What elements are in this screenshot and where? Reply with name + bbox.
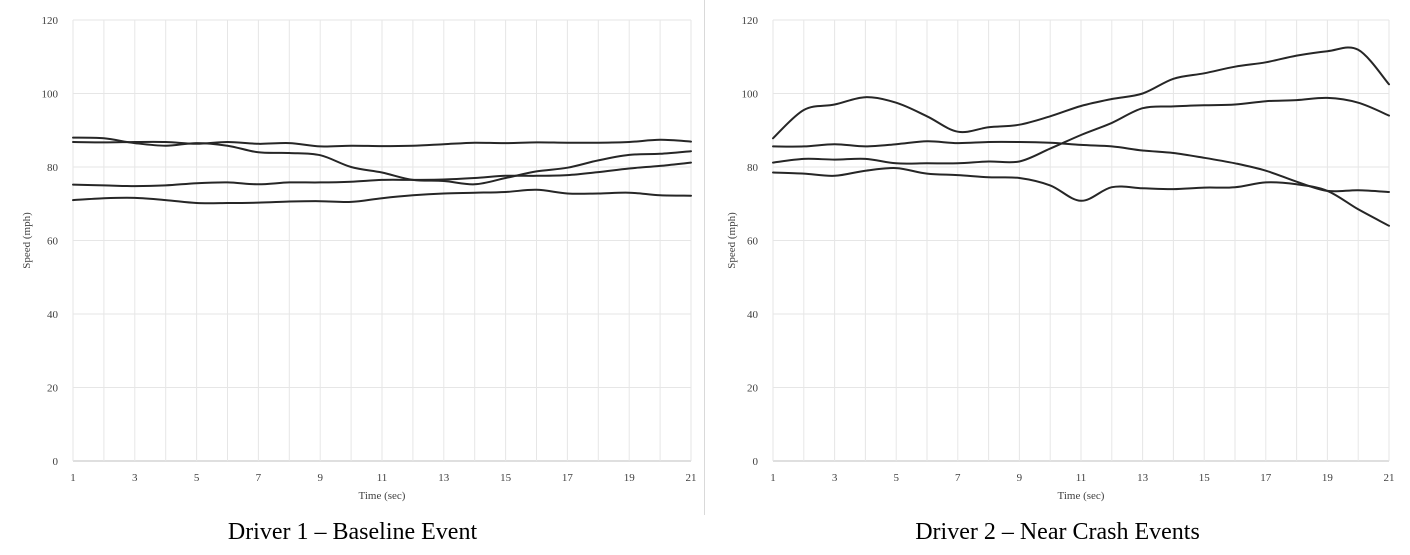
chart-caption: Driver 2 – Near Crash Events (915, 519, 1200, 545)
y-tick-label: 80 (47, 162, 59, 174)
y-axis-label: Speed (mph) (726, 212, 738, 269)
y-tick-label: 40 (747, 309, 759, 321)
x-tick-label: 17 (562, 472, 574, 484)
x-tick-label: 3 (132, 472, 138, 484)
chart-caption: Driver 1 – Baseline Event (227, 519, 478, 545)
series-line-4 (72, 188, 692, 205)
series-line-4 (772, 167, 1390, 227)
x-tick-label: 21 (1384, 472, 1395, 484)
y-tick-label: 100 (742, 89, 759, 101)
series-line-1 (772, 46, 1390, 140)
x-tick-label: 17 (1260, 472, 1272, 484)
y-tick-label: 20 (47, 383, 59, 395)
x-tick-label: 11 (1076, 472, 1087, 484)
series-line-3 (772, 96, 1390, 165)
x-axis-label: Time (sec) (359, 490, 406, 502)
x-tick-label: 21 (686, 472, 697, 484)
y-tick-label: 20 (747, 383, 759, 395)
x-tick-label: 5 (194, 472, 200, 484)
series-line-1 (72, 136, 692, 186)
panel-divider (704, 0, 705, 515)
x-tick-label: 9 (317, 472, 323, 484)
x-tick-label: 5 (893, 472, 899, 484)
x-tick-label: 1 (70, 472, 76, 484)
chart-panel-driver-2: 0 20 40 60 80 100 120 1 3 5 7 9 11 13 15 17 19 21 Time (se… (705, 0, 1410, 555)
x-tick-label: 15 (500, 472, 512, 484)
series-line-3 (72, 161, 692, 188)
y-tick-label: 120 (742, 15, 759, 27)
y-tick-label: 60 (47, 236, 59, 248)
y-tick-label: 40 (47, 309, 59, 321)
x-tick-label: 13 (1137, 472, 1149, 484)
x-tick-label: 19 (624, 472, 636, 484)
x-tick-label: 7 (256, 472, 262, 484)
y-tick-label: 100 (42, 89, 59, 101)
series-line-2 (72, 138, 692, 148)
y-tick-label: 0 (53, 456, 59, 468)
x-tick-label: 9 (1017, 472, 1023, 484)
x-tick-label: 3 (832, 472, 838, 484)
x-tick-label: 7 (955, 472, 961, 484)
y-tick-label: 80 (747, 162, 759, 174)
y-tick-label: 120 (42, 15, 59, 27)
x-axis-label: Time (sec) (1058, 490, 1105, 502)
x-tick-label: 19 (1322, 472, 1334, 484)
x-tick-label: 13 (438, 472, 450, 484)
x-tick-label: 15 (1199, 472, 1211, 484)
series-line-2 (772, 140, 1390, 193)
x-tick-label: 11 (377, 472, 388, 484)
x-tick-label: 1 (770, 472, 776, 484)
y-tick-label: 0 (753, 456, 759, 468)
y-axis-label: Speed (mph) (21, 212, 33, 269)
y-tick-label: 60 (747, 236, 759, 248)
chart-panel-driver-1: 0 20 40 60 80 100 120 1 3 5 7 9 11 13 15 17 19 21 Time (se… (21, 15, 697, 545)
